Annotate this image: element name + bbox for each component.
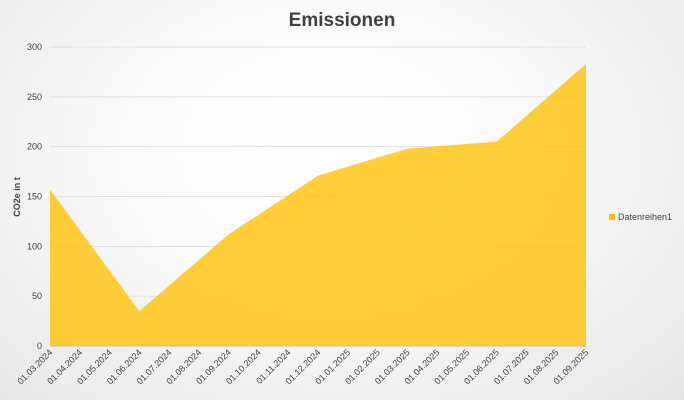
legend-swatch [609, 214, 615, 220]
y-tick-label: 0 [37, 341, 42, 351]
y-tick-label: 150 [27, 192, 42, 202]
y-tick-label: 300 [27, 42, 42, 52]
legend-label: Datenreihen1 [618, 212, 673, 222]
y-tick-label: 250 [27, 92, 42, 102]
y-tick-label: 100 [27, 241, 42, 251]
legend[interactable]: Datenreihen1 [609, 212, 672, 222]
chart-title: Emissionen [288, 10, 396, 31]
y-tick-label: 50 [32, 291, 42, 301]
area-series [50, 63, 586, 347]
y-tick-label: 200 [27, 142, 42, 152]
